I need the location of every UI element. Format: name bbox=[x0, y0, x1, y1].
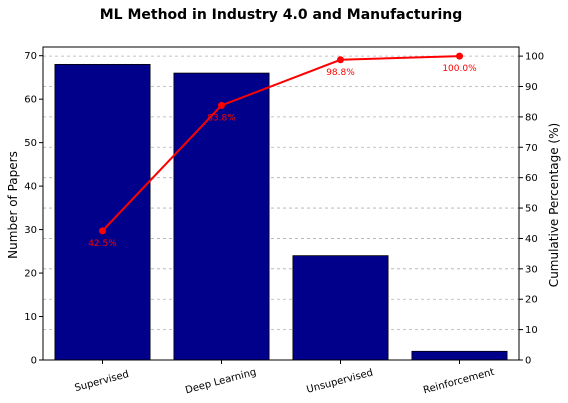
right-tick-label: 100 bbox=[525, 52, 544, 63]
cumulative-line-group: 42.5% 83.8% 98.8% 100.0% bbox=[88, 52, 477, 249]
right-tick-label: 70 bbox=[525, 143, 538, 154]
category-label: Reinforcement bbox=[422, 367, 496, 397]
right-tick-label: 60 bbox=[525, 173, 538, 184]
y-axis-label: Number of Papers bbox=[6, 151, 20, 259]
cumulative-point bbox=[99, 227, 106, 235]
axes-frame bbox=[42, 46, 520, 361]
cumulative-pct-label: 42.5% bbox=[88, 239, 117, 249]
right-tick-label: 10 bbox=[525, 325, 538, 336]
cumulative-point bbox=[218, 101, 225, 109]
category-label: Unsupervised bbox=[305, 367, 374, 395]
left-y-ticks: 0 10 20 30 40 50 60 70 bbox=[24, 51, 43, 367]
left-tick-label: 50 bbox=[24, 138, 37, 149]
category-label: Deep Learning bbox=[184, 367, 257, 397]
cumulative-line bbox=[101, 55, 460, 232]
right-tick-label: 20 bbox=[525, 295, 538, 306]
bar-supervised bbox=[54, 63, 151, 361]
left-tick-label: 30 bbox=[24, 225, 37, 236]
left-tick-label: 70 bbox=[24, 51, 37, 62]
left-tick-label: 20 bbox=[24, 269, 37, 280]
right-tick-label: 50 bbox=[525, 204, 538, 215]
bars bbox=[54, 63, 508, 361]
left-tick-label: 0 bbox=[31, 356, 37, 367]
y2-axis-label: Cumulative Percentage (%) bbox=[547, 123, 561, 287]
right-tick-label: 90 bbox=[525, 82, 538, 93]
bar-reinforcement bbox=[411, 350, 508, 361]
right-y-ticks: 0 10 20 30 40 50 60 70 80 90 100 bbox=[519, 52, 544, 367]
right-tick-label: 30 bbox=[525, 264, 538, 275]
right-tick-label: 80 bbox=[525, 112, 538, 123]
cumulative-pct-label: 83.8% bbox=[207, 113, 236, 123]
bar-deep-learning bbox=[173, 72, 270, 361]
chart-title: ML Method in Industry 4.0 and Manufactur… bbox=[100, 7, 463, 23]
cumulative-point bbox=[456, 52, 463, 60]
left-tick-label: 40 bbox=[24, 182, 37, 193]
right-tick-label: 40 bbox=[525, 234, 538, 245]
left-tick-label: 60 bbox=[24, 95, 37, 106]
category-label: Supervised bbox=[74, 369, 131, 394]
right-tick-label: 0 bbox=[525, 356, 531, 367]
bar-unsupervised bbox=[292, 255, 389, 361]
x-ticks: Supervised Deep Learning Unsupervised Reinf… bbox=[74, 360, 496, 396]
plot-frame bbox=[42, 46, 520, 361]
cumulative-pct-label: 100.0% bbox=[442, 64, 477, 74]
left-tick-label: 10 bbox=[24, 312, 37, 323]
cumulative-pct-label: 98.8% bbox=[326, 68, 355, 78]
cumulative-point bbox=[337, 56, 344, 64]
